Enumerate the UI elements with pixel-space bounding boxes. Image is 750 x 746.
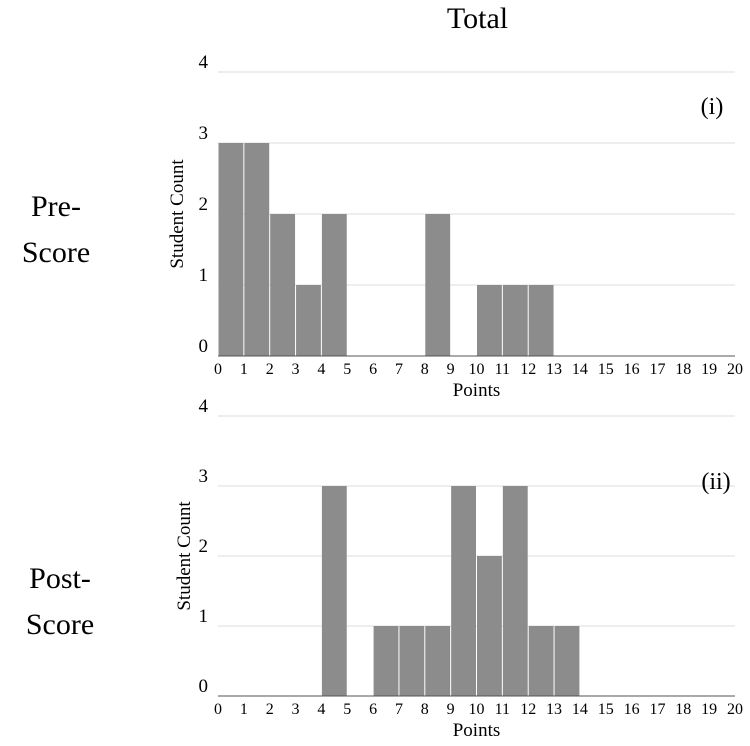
x-tick-label: 20 xyxy=(727,361,743,378)
x-tick-label: 0 xyxy=(214,361,222,378)
x-tick-label: 3 xyxy=(292,361,300,378)
x-tick-label: 8 xyxy=(421,361,429,378)
histogram-bar xyxy=(477,285,502,356)
histogram-bar xyxy=(218,143,244,356)
x-tick-label: 12 xyxy=(520,361,536,378)
y-axis-label: Student Count xyxy=(174,501,195,611)
y-tick-label: 3 xyxy=(199,123,209,144)
x-tick-label: 13 xyxy=(546,361,562,378)
histogram-bar xyxy=(451,486,476,696)
y-tick-label: 2 xyxy=(199,194,209,215)
x-tick-label: 2 xyxy=(266,701,274,718)
y-tick-label: 1 xyxy=(199,606,209,627)
x-axis-label: Points xyxy=(453,380,501,401)
histogram-bar xyxy=(502,486,528,696)
y-tick-label: 3 xyxy=(199,466,209,487)
x-tick-label: 19 xyxy=(701,701,717,718)
x-tick-label: 5 xyxy=(343,361,351,378)
x-tick-label: 11 xyxy=(495,361,510,378)
x-tick-label: 15 xyxy=(598,361,614,378)
x-tick-label: 7 xyxy=(395,361,403,378)
y-tick-label: 4 xyxy=(199,396,209,417)
panel-label: (i) xyxy=(701,94,724,120)
x-tick-label: 14 xyxy=(572,701,588,718)
histogram-bar xyxy=(244,143,270,356)
histogram-bar xyxy=(321,486,347,696)
x-tick-label: 1 xyxy=(240,361,248,378)
histogram-bar xyxy=(296,285,321,356)
x-tick-label: 16 xyxy=(624,701,640,718)
x-tick-label: 10 xyxy=(469,701,485,718)
x-tick-label: 13 xyxy=(546,701,562,718)
histogram-bar xyxy=(528,285,554,356)
x-tick-label: 18 xyxy=(675,361,691,378)
x-tick-label: 11 xyxy=(495,701,510,718)
x-tick-label: 20 xyxy=(727,701,743,718)
histogram-bar xyxy=(502,285,528,356)
x-tick-label: 4 xyxy=(317,701,325,718)
histogram-bar xyxy=(425,214,451,356)
x-tick-label: 10 xyxy=(469,361,485,378)
row-label-pre-line1: Pre- xyxy=(31,190,81,223)
x-tick-label: 2 xyxy=(266,361,274,378)
x-tick-label: 6 xyxy=(369,361,377,378)
x-tick-label: 1 xyxy=(240,701,248,718)
x-tick-label: 9 xyxy=(447,361,455,378)
y-tick-label: 4 xyxy=(199,52,209,73)
panel-label: (ii) xyxy=(701,469,730,495)
y-tick-label: 0 xyxy=(199,336,209,357)
x-tick-label: 17 xyxy=(649,701,665,718)
x-tick-label: 5 xyxy=(343,701,351,718)
y-tick-label: 1 xyxy=(199,265,209,286)
histogram-bar xyxy=(399,626,425,696)
x-tick-label: 3 xyxy=(292,701,300,718)
y-axis-label: Student Count xyxy=(167,159,188,269)
histogram-bar xyxy=(554,626,580,696)
row-label-post-score: Post- Score xyxy=(0,556,120,648)
figure-title: Total xyxy=(446,2,509,35)
x-tick-label: 7 xyxy=(395,701,403,718)
x-tick-label: 15 xyxy=(598,701,614,718)
x-tick-label: 9 xyxy=(447,701,455,718)
histogram-bar xyxy=(528,626,554,696)
x-tick-label: 16 xyxy=(624,361,640,378)
x-tick-label: 17 xyxy=(649,361,665,378)
histogram-bar xyxy=(373,626,399,696)
x-tick-label: 14 xyxy=(572,361,588,378)
x-tick-label: 19 xyxy=(701,361,717,378)
x-tick-label: 18 xyxy=(675,701,691,718)
row-label-pre-score: Pre- Score xyxy=(0,184,112,276)
x-tick-label: 4 xyxy=(317,361,325,378)
histogram-bar xyxy=(477,556,502,696)
y-tick-label: 0 xyxy=(199,676,209,697)
row-label-post-line1: Post- xyxy=(29,562,91,595)
x-tick-label: 12 xyxy=(520,701,536,718)
histogram-bar xyxy=(270,214,296,356)
row-label-post-line2: Score xyxy=(25,608,95,641)
y-tick-label: 2 xyxy=(199,536,209,557)
x-axis-label: Points xyxy=(453,720,501,741)
x-tick-label: 0 xyxy=(214,701,222,718)
histogram-bar xyxy=(425,626,451,696)
x-tick-label: 8 xyxy=(421,701,429,718)
row-label-pre-line2: Score xyxy=(21,236,91,269)
x-tick-label: 6 xyxy=(369,701,377,718)
histogram-bar xyxy=(321,214,347,356)
